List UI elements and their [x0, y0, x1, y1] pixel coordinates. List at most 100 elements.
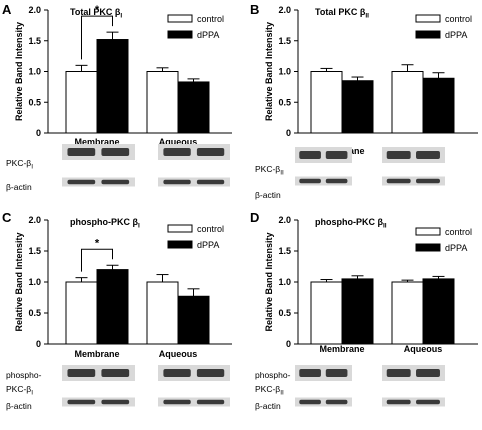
blot-label-main: PKC-β [255, 164, 280, 174]
category-label: Aqueous [404, 344, 443, 354]
blot-band [299, 399, 321, 405]
chart-title-sub: I [138, 223, 140, 230]
y-tick-label: 2.0 [278, 215, 291, 225]
blot-label: β-actin [6, 182, 32, 192]
blot-band [101, 179, 130, 185]
blot-band [196, 369, 225, 377]
blot-label: β-actin [6, 401, 32, 411]
blot-band [416, 151, 440, 159]
blot-band [163, 369, 191, 377]
blot-label-main: β-actin [6, 182, 32, 192]
blot-label-main: β-actin [255, 190, 281, 200]
legend-swatch-control [167, 14, 193, 23]
legend-label: dPPA [445, 30, 467, 40]
bar-control [146, 281, 179, 345]
blot-background [295, 397, 352, 407]
bar-dPPA [177, 295, 210, 345]
chart-title: Total PKC βII [315, 7, 369, 20]
blot-label: PKC-βI [6, 158, 33, 171]
blot-label-main: β-actin [255, 401, 281, 411]
blot-band [325, 178, 348, 184]
y-tick-label: 1.5 [28, 36, 41, 46]
chart-title-main: Total PKC β [315, 7, 366, 17]
blot-band [163, 399, 191, 405]
blot-label-main: PKC-β [255, 384, 280, 394]
blot-band [325, 369, 348, 377]
chart-title: phospho-PKC βII [315, 217, 387, 230]
legend-label: dPPA [445, 243, 467, 253]
blot-label: PKC-βII [255, 164, 284, 177]
bar-control [391, 281, 424, 345]
blot-label: PKC-βI [6, 384, 33, 397]
legend-swatch-control [167, 224, 193, 233]
y-tick-label: 2.0 [28, 215, 41, 225]
category-label: Aqueous [159, 137, 198, 147]
significance-marker: * [95, 4, 100, 16]
blot-band [67, 369, 96, 377]
y-tick-label: 0 [286, 128, 291, 138]
blot-background [158, 397, 230, 407]
blot-band [299, 369, 321, 377]
blot-band [101, 399, 130, 405]
category-label: Membrane [74, 349, 119, 359]
legend-label: dPPA [197, 30, 219, 40]
legend-swatch-dPPA [415, 243, 441, 252]
bar-dPPA [96, 269, 129, 345]
legend-swatch-dPPA [415, 30, 441, 39]
y-tick-label: 0.5 [28, 97, 41, 107]
bar-dPPA [422, 278, 455, 345]
bar-dPPA [422, 77, 455, 134]
y-tick-label: 0 [36, 339, 41, 349]
y-tick-label: 1.0 [278, 277, 291, 287]
bar-control [391, 71, 424, 134]
bar-control [65, 281, 98, 345]
blot-band [416, 178, 440, 184]
y-tick-label: 1.5 [278, 36, 291, 46]
y-tick-label: 1.5 [28, 246, 41, 256]
blot-label: phospho- [6, 370, 42, 380]
chart-title-main: Total PKC β [70, 7, 121, 17]
blot-label-main: phospho- [6, 370, 42, 380]
blot-background [62, 177, 135, 187]
blot-band [67, 148, 96, 156]
y-tick-label: 0.5 [278, 97, 291, 107]
blot-band [196, 148, 225, 156]
bar-dPPA [96, 39, 129, 134]
blot-band [163, 179, 191, 185]
chart-title-sub: II [365, 13, 369, 20]
legend-label: control [445, 14, 472, 24]
panel-letter: A [2, 2, 12, 17]
blot-band [299, 151, 321, 159]
blot-label-main: β-actin [6, 401, 32, 411]
y-tick-label: 2.0 [28, 5, 41, 15]
chart-title: Total PKC βI [70, 7, 122, 20]
bar-dPPA [341, 80, 374, 134]
blot-band [101, 369, 130, 377]
y-tick-label: 2.0 [278, 5, 291, 15]
legend-label: dPPA [197, 240, 219, 250]
blot-label-main: phospho- [255, 370, 291, 380]
y-tick-label: 1.0 [28, 277, 41, 287]
bar-control [310, 71, 343, 134]
blot-label: β-actin [255, 190, 281, 200]
blot-label-main: PKC-β [6, 384, 31, 394]
blot-background [158, 177, 230, 187]
legend-label: control [445, 227, 472, 237]
blot-label: β-actin [255, 401, 281, 411]
legend-swatch-control [415, 227, 441, 236]
blot-band [101, 148, 130, 156]
blot-background [382, 397, 445, 407]
bar-control [146, 71, 179, 134]
blot-band [67, 399, 96, 405]
y-axis-label: Relative Band Intensity [264, 232, 274, 331]
chart-title: phospho-PKC βI [70, 217, 140, 230]
blot-background [295, 176, 352, 186]
legend-label: control [197, 14, 224, 24]
panel-letter: B [250, 2, 259, 17]
blot-background [382, 176, 445, 186]
bar-dPPA [341, 278, 374, 345]
y-tick-label: 0.5 [278, 308, 291, 318]
blot-band [386, 369, 411, 377]
blot-band [196, 179, 225, 185]
